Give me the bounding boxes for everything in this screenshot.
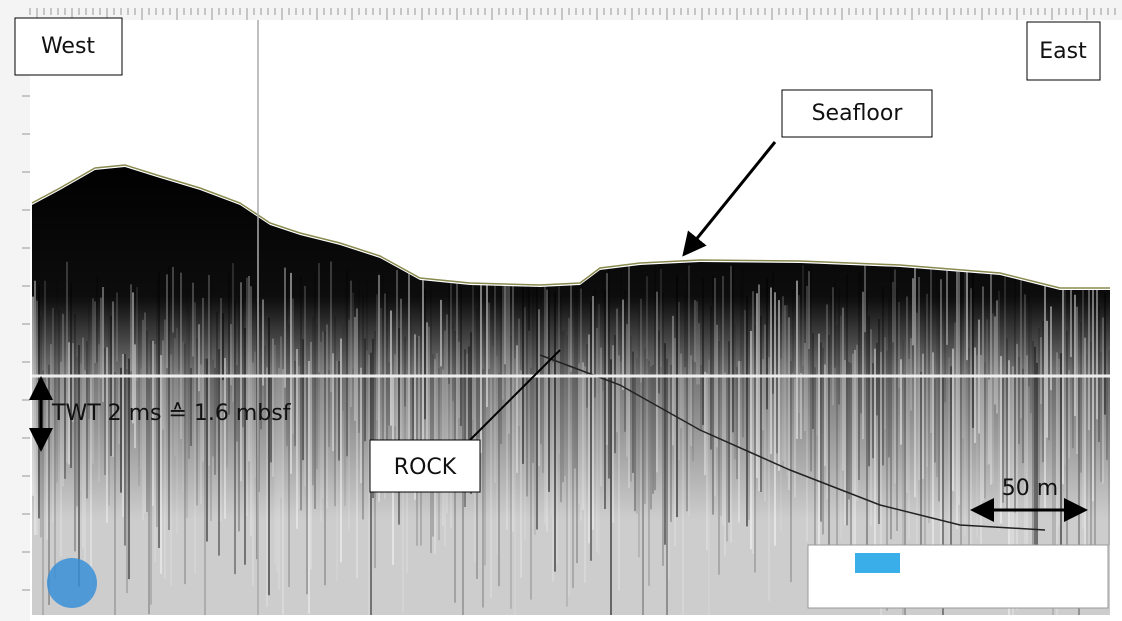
left-ruler xyxy=(0,0,30,621)
rock-label: ROCK xyxy=(394,455,457,480)
west-label: West xyxy=(41,34,95,59)
legend-box xyxy=(808,545,1108,608)
seismic-profile: West East Seafloor ROCK TWT 2 ms ≙ 1.6 m… xyxy=(0,0,1122,621)
east-label: East xyxy=(1039,39,1087,64)
twt-label: TWT 2 ms ≙ 1.6 mbsf xyxy=(51,401,292,426)
legend-swatch xyxy=(855,553,900,573)
seafloor-label: Seafloor xyxy=(812,101,904,126)
logo xyxy=(47,558,97,608)
scale-label: 50 m xyxy=(1002,476,1058,501)
